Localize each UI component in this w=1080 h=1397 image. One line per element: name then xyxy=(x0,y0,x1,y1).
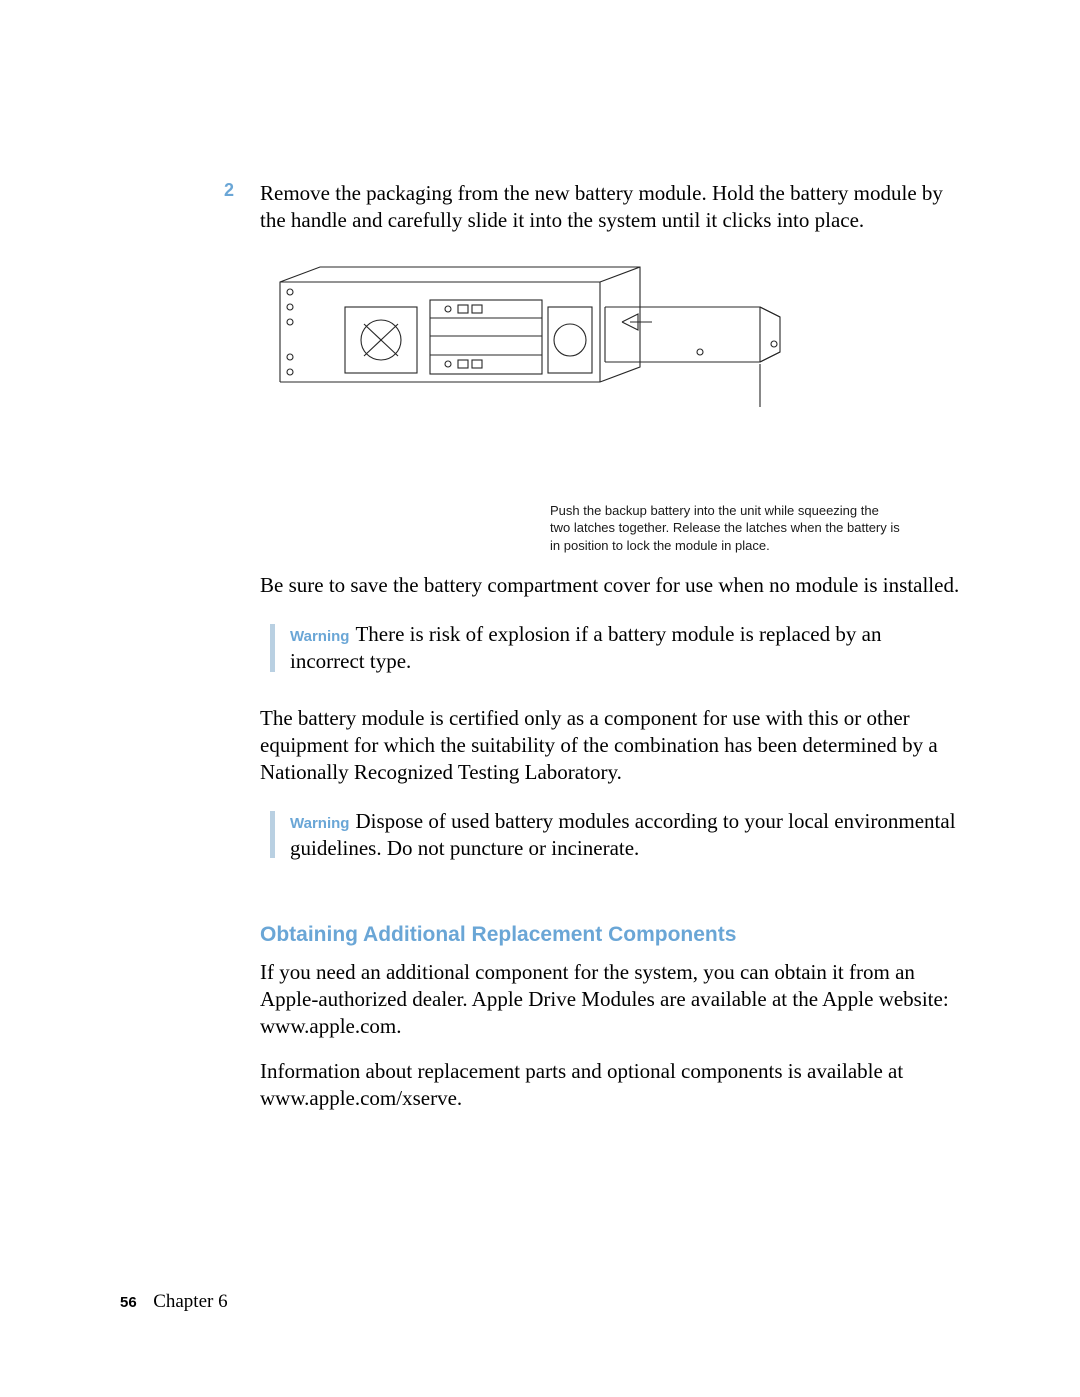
section-p2: Information about replacement parts and … xyxy=(260,1058,960,1112)
warning-label: Warning xyxy=(290,628,349,645)
warning-label: Warning xyxy=(290,815,349,832)
warning-bar-icon xyxy=(270,624,275,672)
content-column: 2 Remove the packaging from the new batt… xyxy=(260,180,960,1112)
section-heading: Obtaining Additional Replacement Compone… xyxy=(260,923,960,947)
warning-disposal-body: Dispose of used battery modules accordin… xyxy=(290,809,956,860)
rack-illustration-icon xyxy=(260,262,880,482)
section-p1: If you need an additional component for … xyxy=(260,959,960,1040)
chapter-label: Chapter 6 xyxy=(153,1291,227,1312)
step-text: Remove the packaging from the new batter… xyxy=(260,180,960,234)
para-save-cover: Be sure to save the battery compartment … xyxy=(260,572,960,599)
page-number: 56 xyxy=(120,1294,137,1311)
step-2: 2 Remove the packaging from the new batt… xyxy=(260,180,960,234)
step-number: 2 xyxy=(224,180,234,201)
warning-explosion-text: WarningThere is risk of explosion if a b… xyxy=(290,621,960,675)
para-certified: The battery module is certified only as … xyxy=(260,705,960,786)
warning-disposal: WarningDispose of used battery modules a… xyxy=(260,808,960,862)
warning-explosion-body: There is risk of explosion if a battery … xyxy=(290,622,881,673)
warning-explosion: WarningThere is risk of explosion if a b… xyxy=(260,621,960,675)
figure-caption: Push the backup battery into the unit wh… xyxy=(550,502,900,555)
hardware-figure xyxy=(260,262,880,482)
warning-disposal-text: WarningDispose of used battery modules a… xyxy=(290,808,960,862)
page-footer: 56 Chapter 6 xyxy=(120,1291,228,1313)
warning-bar-icon xyxy=(270,811,275,859)
page: 2 Remove the packaging from the new batt… xyxy=(0,0,1080,1397)
